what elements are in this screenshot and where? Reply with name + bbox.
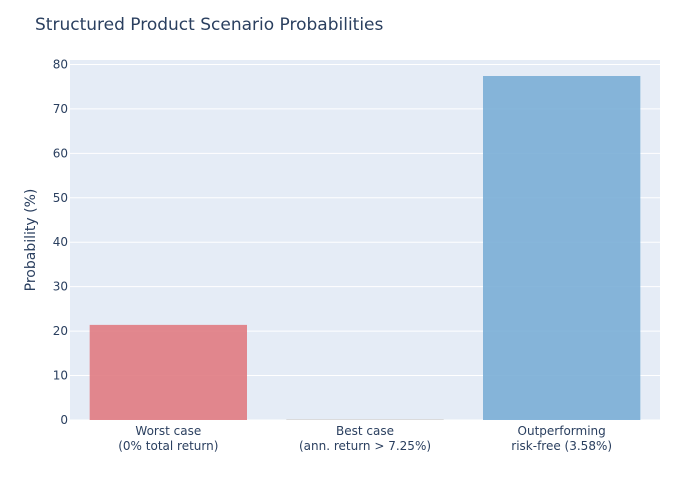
y-tick-label: 80 (53, 57, 68, 71)
chart-title: Structured Product Scenario Probabilitie… (35, 15, 384, 35)
y-tick-label: 30 (53, 280, 68, 294)
y-tick-label: 50 (53, 191, 68, 205)
plot-area (70, 60, 660, 421)
y-tick-label: 40 (53, 235, 68, 249)
x-tick-label: Outperforming (518, 424, 606, 438)
y-tick-label: 70 (53, 102, 68, 116)
bar (483, 76, 641, 420)
y-tick-label: 0 (60, 413, 68, 427)
y-axis: 0 10 20 30 40 50 60 70 80 (53, 57, 68, 427)
bar (286, 419, 444, 420)
x-tick-label: Worst case (135, 424, 201, 438)
x-tick-label: (0% total return) (118, 439, 218, 453)
y-tick-label: 10 (53, 369, 68, 383)
bar (89, 324, 248, 420)
y-tick-label: 20 (53, 324, 68, 338)
x-tick-label: risk-free (3.58%) (511, 439, 612, 453)
y-tick-label: 60 (53, 146, 68, 160)
x-tick-label: Best case (336, 424, 394, 438)
x-axis: Worst case(0% total return) Best case(ann… (118, 424, 612, 453)
y-axis-title: Probability (%) (23, 189, 39, 292)
x-tick-label: (ann. return > 7.25%) (299, 439, 431, 453)
